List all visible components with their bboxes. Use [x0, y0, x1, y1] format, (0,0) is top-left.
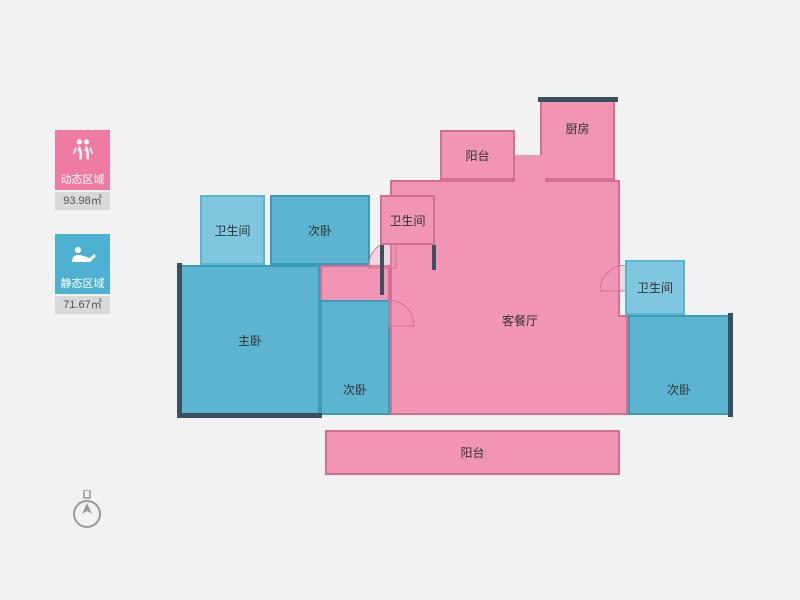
static-zone-value: 71.67㎡	[55, 296, 110, 314]
room-label: 卫生间	[214, 222, 250, 239]
wall-outer	[177, 263, 182, 417]
room-label: 主卧	[238, 332, 262, 349]
room-bathroom-3: 卫生间	[625, 260, 685, 315]
room-label: 卫生间	[637, 279, 673, 296]
room-label: 阳台	[460, 444, 484, 461]
room-label: 次卧	[343, 381, 367, 398]
legend-dynamic: 动态区域 93.98㎡	[55, 130, 110, 210]
room-living-ext	[618, 315, 628, 415]
wall-outer	[177, 413, 322, 418]
room-bedroom-3: 次卧	[320, 300, 390, 415]
room-balcony-1: 阳台	[440, 130, 515, 180]
room-bathroom-1: 卫生间	[200, 195, 265, 265]
room-label: 厨房	[565, 120, 589, 137]
room-bathroom-2: 卫生间	[380, 195, 435, 245]
wall-segment	[380, 245, 384, 295]
wall-segment	[432, 245, 436, 270]
room-label: 卫生间	[389, 212, 425, 229]
room-kitchen: 厨房	[540, 100, 615, 180]
room-master-bedroom: 主卧	[180, 265, 320, 415]
dynamic-zone-value: 93.98㎡	[55, 192, 110, 210]
legend-panel: 动态区域 93.98㎡ 静态区域 71.67㎡	[55, 130, 110, 338]
floorplan: 主卧 卫生间 次卧 次卧 客餐厅 卫生间 阳台 厨房 卫生间 次卧	[180, 100, 740, 510]
room-bedroom-4: 次卧	[628, 315, 730, 415]
dynamic-zone-icon	[55, 130, 110, 170]
dynamic-zone-title: 动态区域	[55, 170, 110, 190]
legend-static: 静态区域 71.67㎡	[55, 234, 110, 314]
room-label: 次卧	[308, 222, 332, 239]
room-balcony-2: 阳台	[325, 430, 620, 475]
static-zone-title: 静态区域	[55, 274, 110, 294]
room-label: 次卧	[667, 381, 691, 398]
room-kitchen-connector	[515, 155, 545, 182]
compass-icon	[70, 490, 104, 535]
room-bedroom-2: 次卧	[270, 195, 370, 265]
room-label: 阳台	[465, 147, 489, 164]
static-zone-icon	[55, 234, 110, 274]
wall-outer	[538, 97, 618, 102]
wall-outer	[728, 313, 733, 417]
room-label: 客餐厅	[502, 312, 538, 329]
